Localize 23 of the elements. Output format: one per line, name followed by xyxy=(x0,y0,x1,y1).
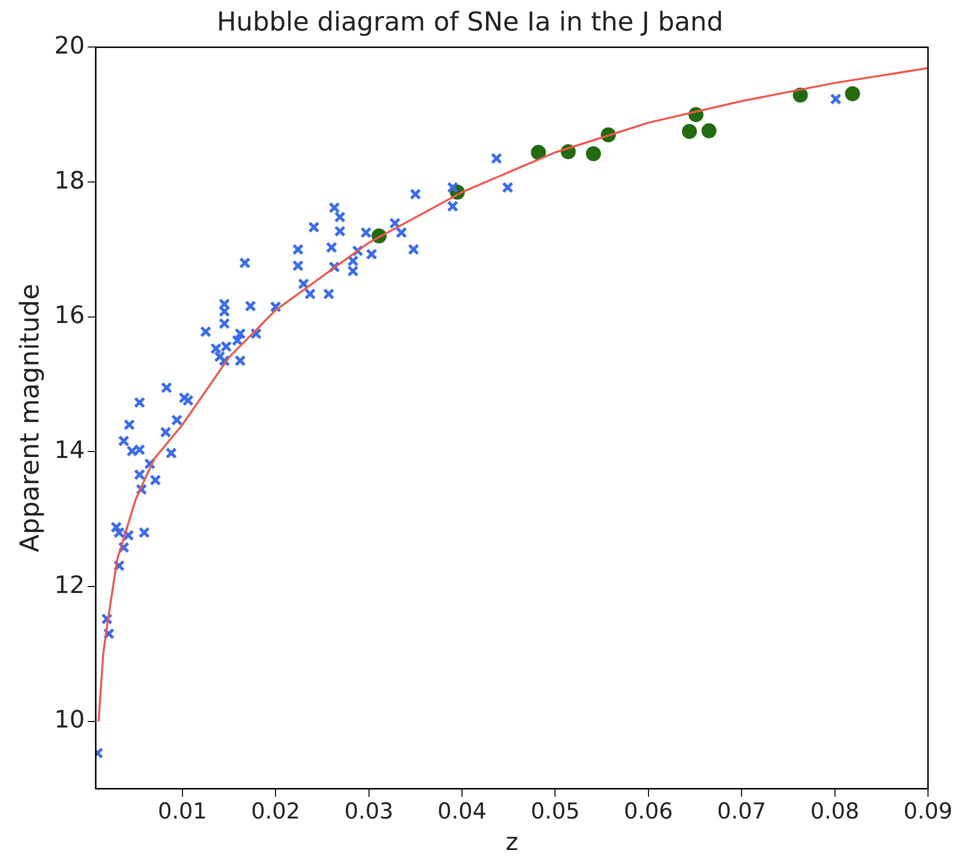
y-tick-label: 20 xyxy=(54,31,85,60)
y-tick-label: 16 xyxy=(54,301,85,330)
x-tick-label: 0.03 xyxy=(344,800,394,825)
x-tick-label: 0.05 xyxy=(530,800,580,825)
x-tick-label: 0.07 xyxy=(717,800,766,825)
point xyxy=(586,146,601,162)
point xyxy=(701,123,716,138)
y-axis-title: Apparent magnitude xyxy=(15,284,46,552)
point xyxy=(530,144,546,160)
x-tick-label: 0.08 xyxy=(810,800,860,825)
x-axis-title: z xyxy=(506,828,518,856)
x-tick-label: 0.01 xyxy=(158,800,207,825)
x-tick-label: 0.09 xyxy=(904,800,952,825)
y-tick-label: 12 xyxy=(54,570,85,599)
point xyxy=(845,86,860,102)
x-tick-label: 0.04 xyxy=(438,800,486,825)
point xyxy=(682,124,697,139)
y-tick-label: 14 xyxy=(54,436,85,464)
x-tick-label: 0.02 xyxy=(251,800,300,825)
y-tick-label: 18 xyxy=(54,166,85,194)
y-tick-label: 10 xyxy=(54,706,85,734)
chart-title: Hubble diagram of SNe Ia in the J band xyxy=(216,7,724,38)
x-tick-label: 0.06 xyxy=(624,800,673,825)
